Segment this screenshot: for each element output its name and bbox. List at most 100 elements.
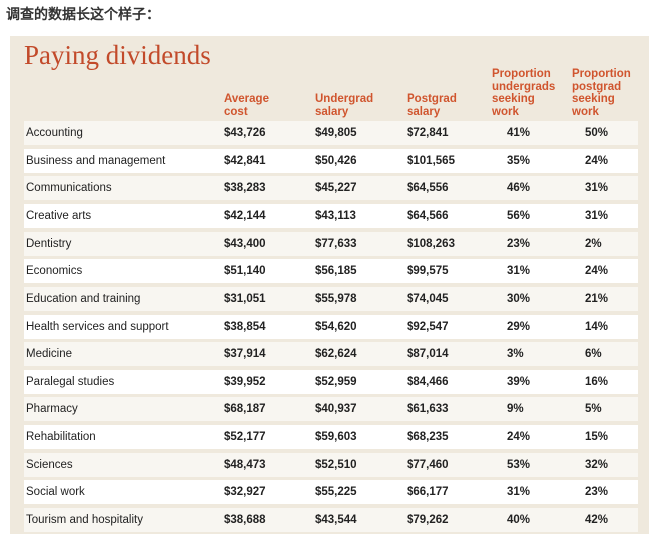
table-row: Accounting $43,726 $49,805 $72,841 41% 50% [24,121,638,145]
cell-field: Paralegal studies [26,375,115,388]
cell-pg-seeking: 31% [585,182,609,195]
cell-ug-seeking: 35% [507,154,531,167]
cell-ug-seeking: 9% [507,403,524,416]
cell-pg-seeking: 2% [585,237,602,250]
cell-cost: $51,140 [224,265,266,278]
cell-pg-seeking: 14% [585,320,609,333]
cell-cost: $32,927 [224,486,266,499]
cell-field: Communications [26,182,112,195]
cell-ug-salary: $77,633 [315,237,357,250]
cell-ug-seeking: 56% [507,209,531,222]
cell-ug-salary: $50,426 [315,154,357,167]
cell-pg-seeking: 16% [585,375,609,388]
cell-pg-salary: $66,177 [407,486,449,499]
cell-cost: $68,187 [224,403,266,416]
table-row: Dentistry $43,400 $77,633 $108,263 23% 2% [24,231,638,256]
cell-pg-salary: $108,263 [407,237,455,250]
cell-field: Economics [26,265,83,278]
cell-pg-salary: $84,466 [407,375,449,388]
table-row: Economics $51,140 $56,185 $99,575 31% 24% [24,259,638,284]
cell-ug-salary: $49,805 [315,127,357,139]
cell-field: Education and training [26,292,141,305]
cell-ug-seeking: 23% [507,237,531,250]
cell-cost: $42,841 [224,154,266,167]
cell-field: Medicine [26,348,73,361]
cell-ug-salary: $52,959 [315,375,357,388]
table-row: Education and training $31,051 $55,978 $74,… [24,286,638,311]
cell-pg-seeking: 5% [585,403,602,416]
page-caption: 调查的数据长这个样子： [6,7,160,23]
table-row: Paralegal studies $39,952 $52,959 $84,466 39… [24,369,638,394]
cell-field: Tourism and hospitality [26,514,143,526]
cell-field: Sciences [26,458,73,471]
cell-ug-salary: $55,225 [315,486,357,499]
cell-ug-seeking: 29% [507,320,531,333]
cell-field: Dentistry [26,237,72,250]
cell-ug-seeking: 24% [507,431,531,443]
cell-ug-seeking: 46% [507,182,531,195]
cell-cost: $42,144 [224,209,266,222]
cell-cost: $43,400 [224,237,266,250]
cell-ug-seeking: 40% [507,514,531,526]
table-row: Medicine $37,914 $62,624 $87,014 3% 6% [24,342,638,367]
header-postgrad-salary: Postgrad salary [407,93,457,118]
cell-field: Social work [26,486,85,499]
cell-cost: $48,473 [224,458,266,471]
table-row: Social work $32,927 $55,225 $66,177 31% 23% [24,480,638,505]
cell-ug-salary: $62,624 [315,348,357,361]
cell-cost: $39,952 [224,375,266,388]
cell-ug-seeking: 31% [507,486,531,499]
table-title: Paying dividends [24,40,211,70]
cell-cost: $38,854 [224,320,266,333]
cell-ug-seeking: 30% [507,292,531,305]
cell-ug-salary: $45,227 [315,182,357,195]
table-row: Business and management $42,841 $50,426 $10… [24,148,638,173]
cell-ug-seeking: 41% [507,127,531,139]
cell-ug-salary: $43,544 [315,514,357,526]
cell-pg-seeking: 24% [585,154,609,167]
cell-pg-seeking: 32% [585,458,609,471]
cell-ug-salary: $43,113 [315,209,356,222]
cell-pg-seeking: 15% [585,431,609,443]
table-row: Communications $38,283 $45,227 $64,556 46% 31… [24,176,638,201]
cell-pg-seeking: 6% [585,348,602,361]
cell-pg-salary: $87,014 [407,348,449,361]
table-row: Creative arts $42,144 $43,113 $64,566 56% 31% [24,203,638,228]
cell-field: Pharmacy [26,403,78,416]
cell-field: Business and management [26,154,166,167]
cell-field: Accounting [26,127,83,139]
cell-pg-seeking: 31% [585,209,609,222]
table-row: Tourism and hospitality $38,688 $43,544 $79… [24,508,638,532]
header-proportion-undergrads-seeking-work: Proportion undergrads seeking work [492,68,556,118]
cell-pg-salary: $77,460 [407,458,449,471]
cell-ug-seeking: 53% [507,458,531,471]
cell-pg-seeking: 24% [585,265,609,278]
cell-pg-salary: $74,045 [407,292,449,305]
cell-pg-seeking: 50% [585,127,609,139]
cell-ug-seeking: 3% [507,348,524,361]
cell-pg-salary: $72,841 [407,127,449,139]
cell-cost: $31,051 [224,292,266,305]
cell-ug-seeking: 31% [507,265,531,278]
cell-field: Creative arts [26,209,92,222]
cell-cost: $43,726 [224,127,266,139]
cell-field: Rehabilitation [26,431,96,443]
table-row: Sciences $48,473 $52,510 $77,460 53% 32% [24,452,638,477]
cell-ug-salary: $56,185 [315,265,357,278]
cell-pg-salary: $68,235 [407,431,449,443]
cell-pg-salary: $64,556 [407,182,449,195]
cell-pg-salary: $79,262 [407,514,449,526]
cell-pg-salary: $101,565 [407,154,455,167]
cell-pg-seeking: 42% [585,514,609,526]
cell-pg-seeking: 21% [585,292,609,305]
table-row: Pharmacy $68,187 $40,937 $61,633 9% 5% [24,397,638,422]
header-proportion-postgrad-seeking-work: Proportion postgrad seeking work [572,68,631,118]
cell-ug-salary: $54,620 [315,320,357,333]
cell-field: Health services and support [26,320,169,333]
table-row: Rehabilitation $52,177 $59,603 $68,235 24% 15… [24,425,638,449]
cell-cost: $38,283 [224,182,266,195]
cell-cost: $52,177 [224,431,266,443]
cell-pg-salary: $99,575 [407,265,449,278]
cell-cost: $37,914 [224,348,266,361]
cell-pg-salary: $61,633 [407,403,449,416]
